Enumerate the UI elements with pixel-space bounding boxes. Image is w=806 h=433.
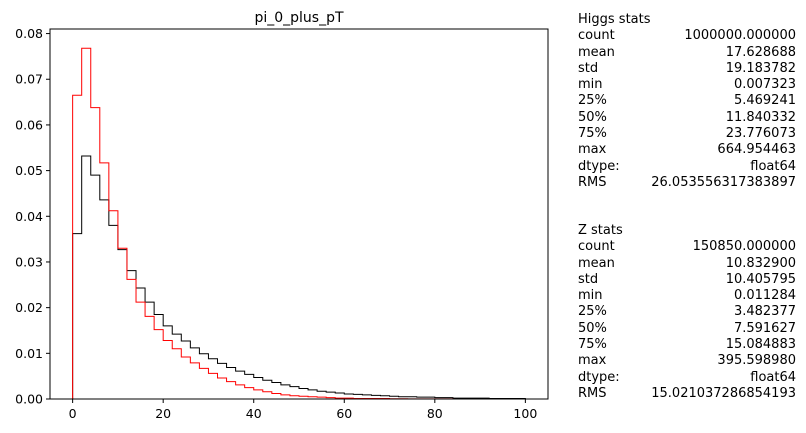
- stats-row: std 19.183782: [578, 61, 796, 77]
- stats-row: min 0.007323: [578, 77, 796, 93]
- stats-value: 395.598980: [717, 353, 796, 369]
- stats-row: RMS 26.053556317383897: [578, 175, 796, 191]
- stats-value: 1000000.000000: [684, 28, 796, 44]
- z-stats-panel: Z stats count 150850.000000 mean 10.832900 s…: [578, 223, 796, 402]
- stats-row: min 0.011284: [578, 288, 796, 304]
- series-layer: [72, 47, 526, 400]
- higgs-stats-title: Higgs stats: [578, 12, 651, 27]
- stats-row: dtype: float64: [578, 370, 796, 386]
- x-tick-label: 80: [427, 406, 443, 421]
- y-tick-label: 0.03: [15, 254, 43, 269]
- stats-row: RMS 15.021037286854193: [578, 386, 796, 402]
- stats-value: 10.405795: [725, 271, 796, 287]
- stats-key: RMS: [578, 385, 607, 401]
- higgs-stats-panel: Higgs stats count 1000000.000000 mean 17.62…: [578, 12, 796, 191]
- histogram-series-1: [72, 47, 526, 400]
- stats-key: mean: [578, 44, 615, 60]
- stats-value: 23.776073: [725, 126, 796, 142]
- stats-value: 15.021037286854193: [651, 385, 796, 401]
- z-stats-title: Z stats: [578, 223, 623, 238]
- stats-key: dtype:: [578, 158, 620, 174]
- stats-row: 75% 15.084883: [578, 337, 796, 353]
- x-tick-label: 0: [69, 406, 77, 421]
- stats-key: 50%: [578, 109, 607, 125]
- stats-key: count: [578, 239, 615, 255]
- stats-value: 15.084883: [725, 337, 796, 353]
- stats-value: 26.053556317383897: [651, 174, 796, 190]
- chart-title: pi_0_plus_pT: [254, 10, 344, 26]
- stats-key: std: [578, 271, 599, 287]
- stats-value: 0.011284: [733, 288, 796, 304]
- stats-value: 17.628688: [725, 44, 796, 60]
- stats-row: count 1000000.000000: [578, 28, 796, 44]
- stats-row: std 10.405795: [578, 272, 796, 288]
- stats-value: 0.007323: [733, 77, 796, 93]
- stats-key: max: [578, 142, 607, 158]
- y-tick-label: 0.08: [15, 26, 43, 41]
- stats-key: std: [578, 60, 599, 76]
- stats-value: 11.840332: [725, 109, 796, 125]
- stats-key: mean: [578, 255, 615, 271]
- stats-row: 25% 5.469241: [578, 93, 796, 109]
- stats-row: max 395.598980: [578, 353, 796, 369]
- stats-value: float64: [750, 369, 796, 385]
- stats-key: 50%: [578, 320, 607, 336]
- stats-key: min: [578, 77, 603, 93]
- stats-row: 50% 7.591627: [578, 321, 796, 337]
- stats-key: count: [578, 28, 615, 44]
- y-tick-label: 0.02: [15, 300, 43, 315]
- plot-frame: [49, 28, 549, 400]
- stats-key: dtype:: [578, 369, 620, 385]
- stats-value: float64: [750, 158, 796, 174]
- stats-key: 75%: [578, 337, 607, 353]
- stats-value: 664.954463: [717, 142, 796, 158]
- stats-row: max 664.954463: [578, 142, 796, 158]
- y-tick-label: 0.05: [15, 163, 43, 178]
- stats-row: count 150850.000000: [578, 239, 796, 255]
- y-tick-label: 0.01: [15, 346, 43, 361]
- stats-value: 10.832900: [725, 255, 796, 271]
- stats-row: mean 17.628688: [578, 45, 796, 61]
- x-axis: 0 20 40 60 80 100: [69, 399, 537, 421]
- stats-row: mean 10.832900: [578, 256, 796, 272]
- stats-key: max: [578, 353, 607, 369]
- stats-row: 25% 3.482377: [578, 304, 796, 320]
- stats-value: 3.482377: [733, 304, 796, 320]
- stats-value: 7.591627: [733, 320, 796, 336]
- x-tick-label: 100: [513, 406, 537, 421]
- stats-key: 25%: [578, 93, 607, 109]
- stats-row: dtype: float64: [578, 159, 796, 175]
- stats-row: 50% 11.840332: [578, 110, 796, 126]
- stats-value: 19.183782: [725, 60, 796, 76]
- stats-value: 5.469241: [733, 93, 796, 109]
- stats-value: 150850.000000: [692, 239, 796, 255]
- y-tick-label: 0.00: [15, 392, 43, 407]
- stats-key: RMS: [578, 174, 607, 190]
- y-axis: 0.00 0.01 0.02 0.03 0.04 0.05 0.06 0.07 0.08: [15, 26, 50, 407]
- y-tick-label: 0.04: [15, 209, 43, 224]
- stats-key: min: [578, 288, 603, 304]
- stats-key: 25%: [578, 304, 607, 320]
- histogram-series-0: [72, 155, 526, 400]
- stats-row: 75% 23.776073: [578, 126, 796, 142]
- y-tick-label: 0.06: [15, 117, 43, 132]
- stats-key: 75%: [578, 126, 607, 142]
- x-tick-label: 40: [246, 406, 262, 421]
- histogram-chart: pi_0_plus_pT 0 20 40 60 80 100 0.000.010.020.…: [15, 10, 549, 421]
- x-tick-label: 60: [336, 406, 352, 421]
- x-tick-label: 20: [155, 406, 171, 421]
- y-tick-label: 0.07: [15, 72, 43, 87]
